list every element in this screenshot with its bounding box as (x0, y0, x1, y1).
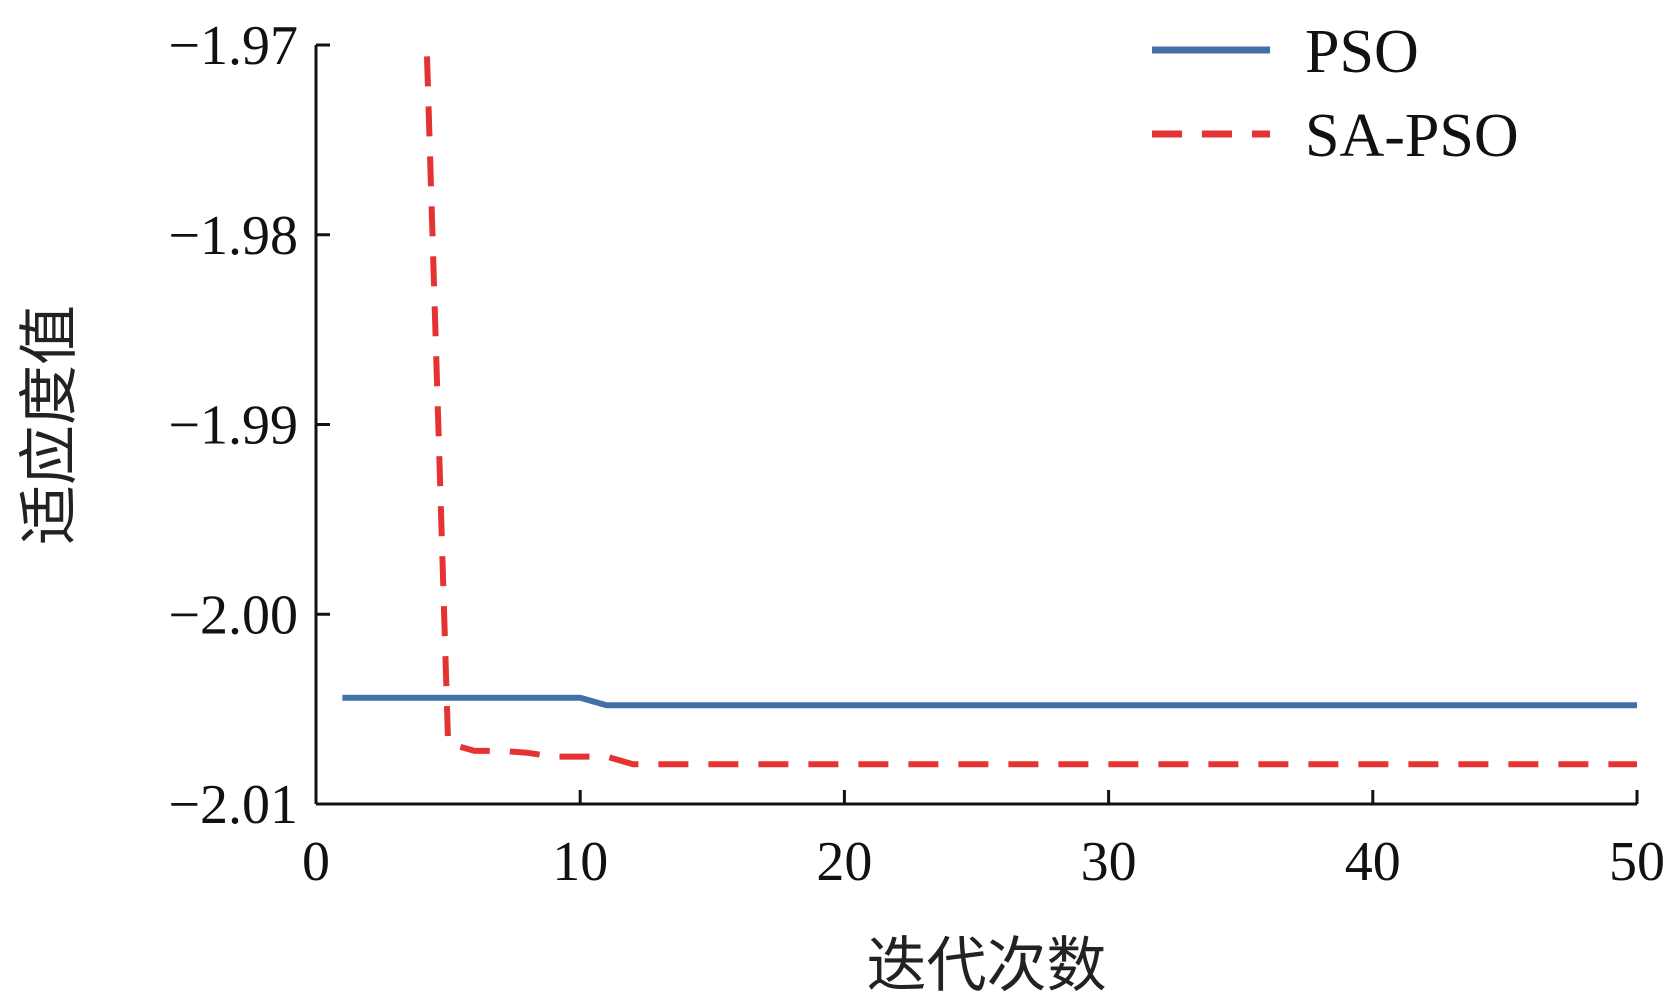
legend-label-sa-pso: SA-PSO (1305, 102, 1519, 170)
y-axis-title: 适应度值 (15, 305, 85, 545)
x-tick-label: 50 (1609, 831, 1665, 893)
x-tick-label: 40 (1345, 831, 1401, 893)
x-tick-label: 20 (816, 831, 872, 893)
legend: PSO SA-PSO (1152, 18, 1519, 170)
y-tick-label: −2.01 (168, 774, 298, 836)
legend-label-pso: PSO (1305, 18, 1419, 86)
y-tick-label: −2.00 (168, 584, 298, 646)
x-tick-label: 0 (302, 831, 330, 893)
series-lines (342, 56, 1637, 768)
axis-ticks: 0 10 20 30 40 50 −1.97 −1.98 −1.99 −2.00 −2.01 (168, 15, 1665, 893)
series-line-sa-pso (424, 56, 1637, 768)
series-line-pso (342, 694, 1637, 709)
y-tick-label: −1.99 (168, 395, 298, 457)
x-tick-label: 30 (1081, 831, 1137, 893)
y-tick-label: −1.98 (168, 205, 298, 267)
x-tick-label: 10 (552, 831, 608, 893)
x-axis-title: 迭代次数 (867, 931, 1107, 1001)
y-tick-label: −1.97 (168, 15, 298, 77)
